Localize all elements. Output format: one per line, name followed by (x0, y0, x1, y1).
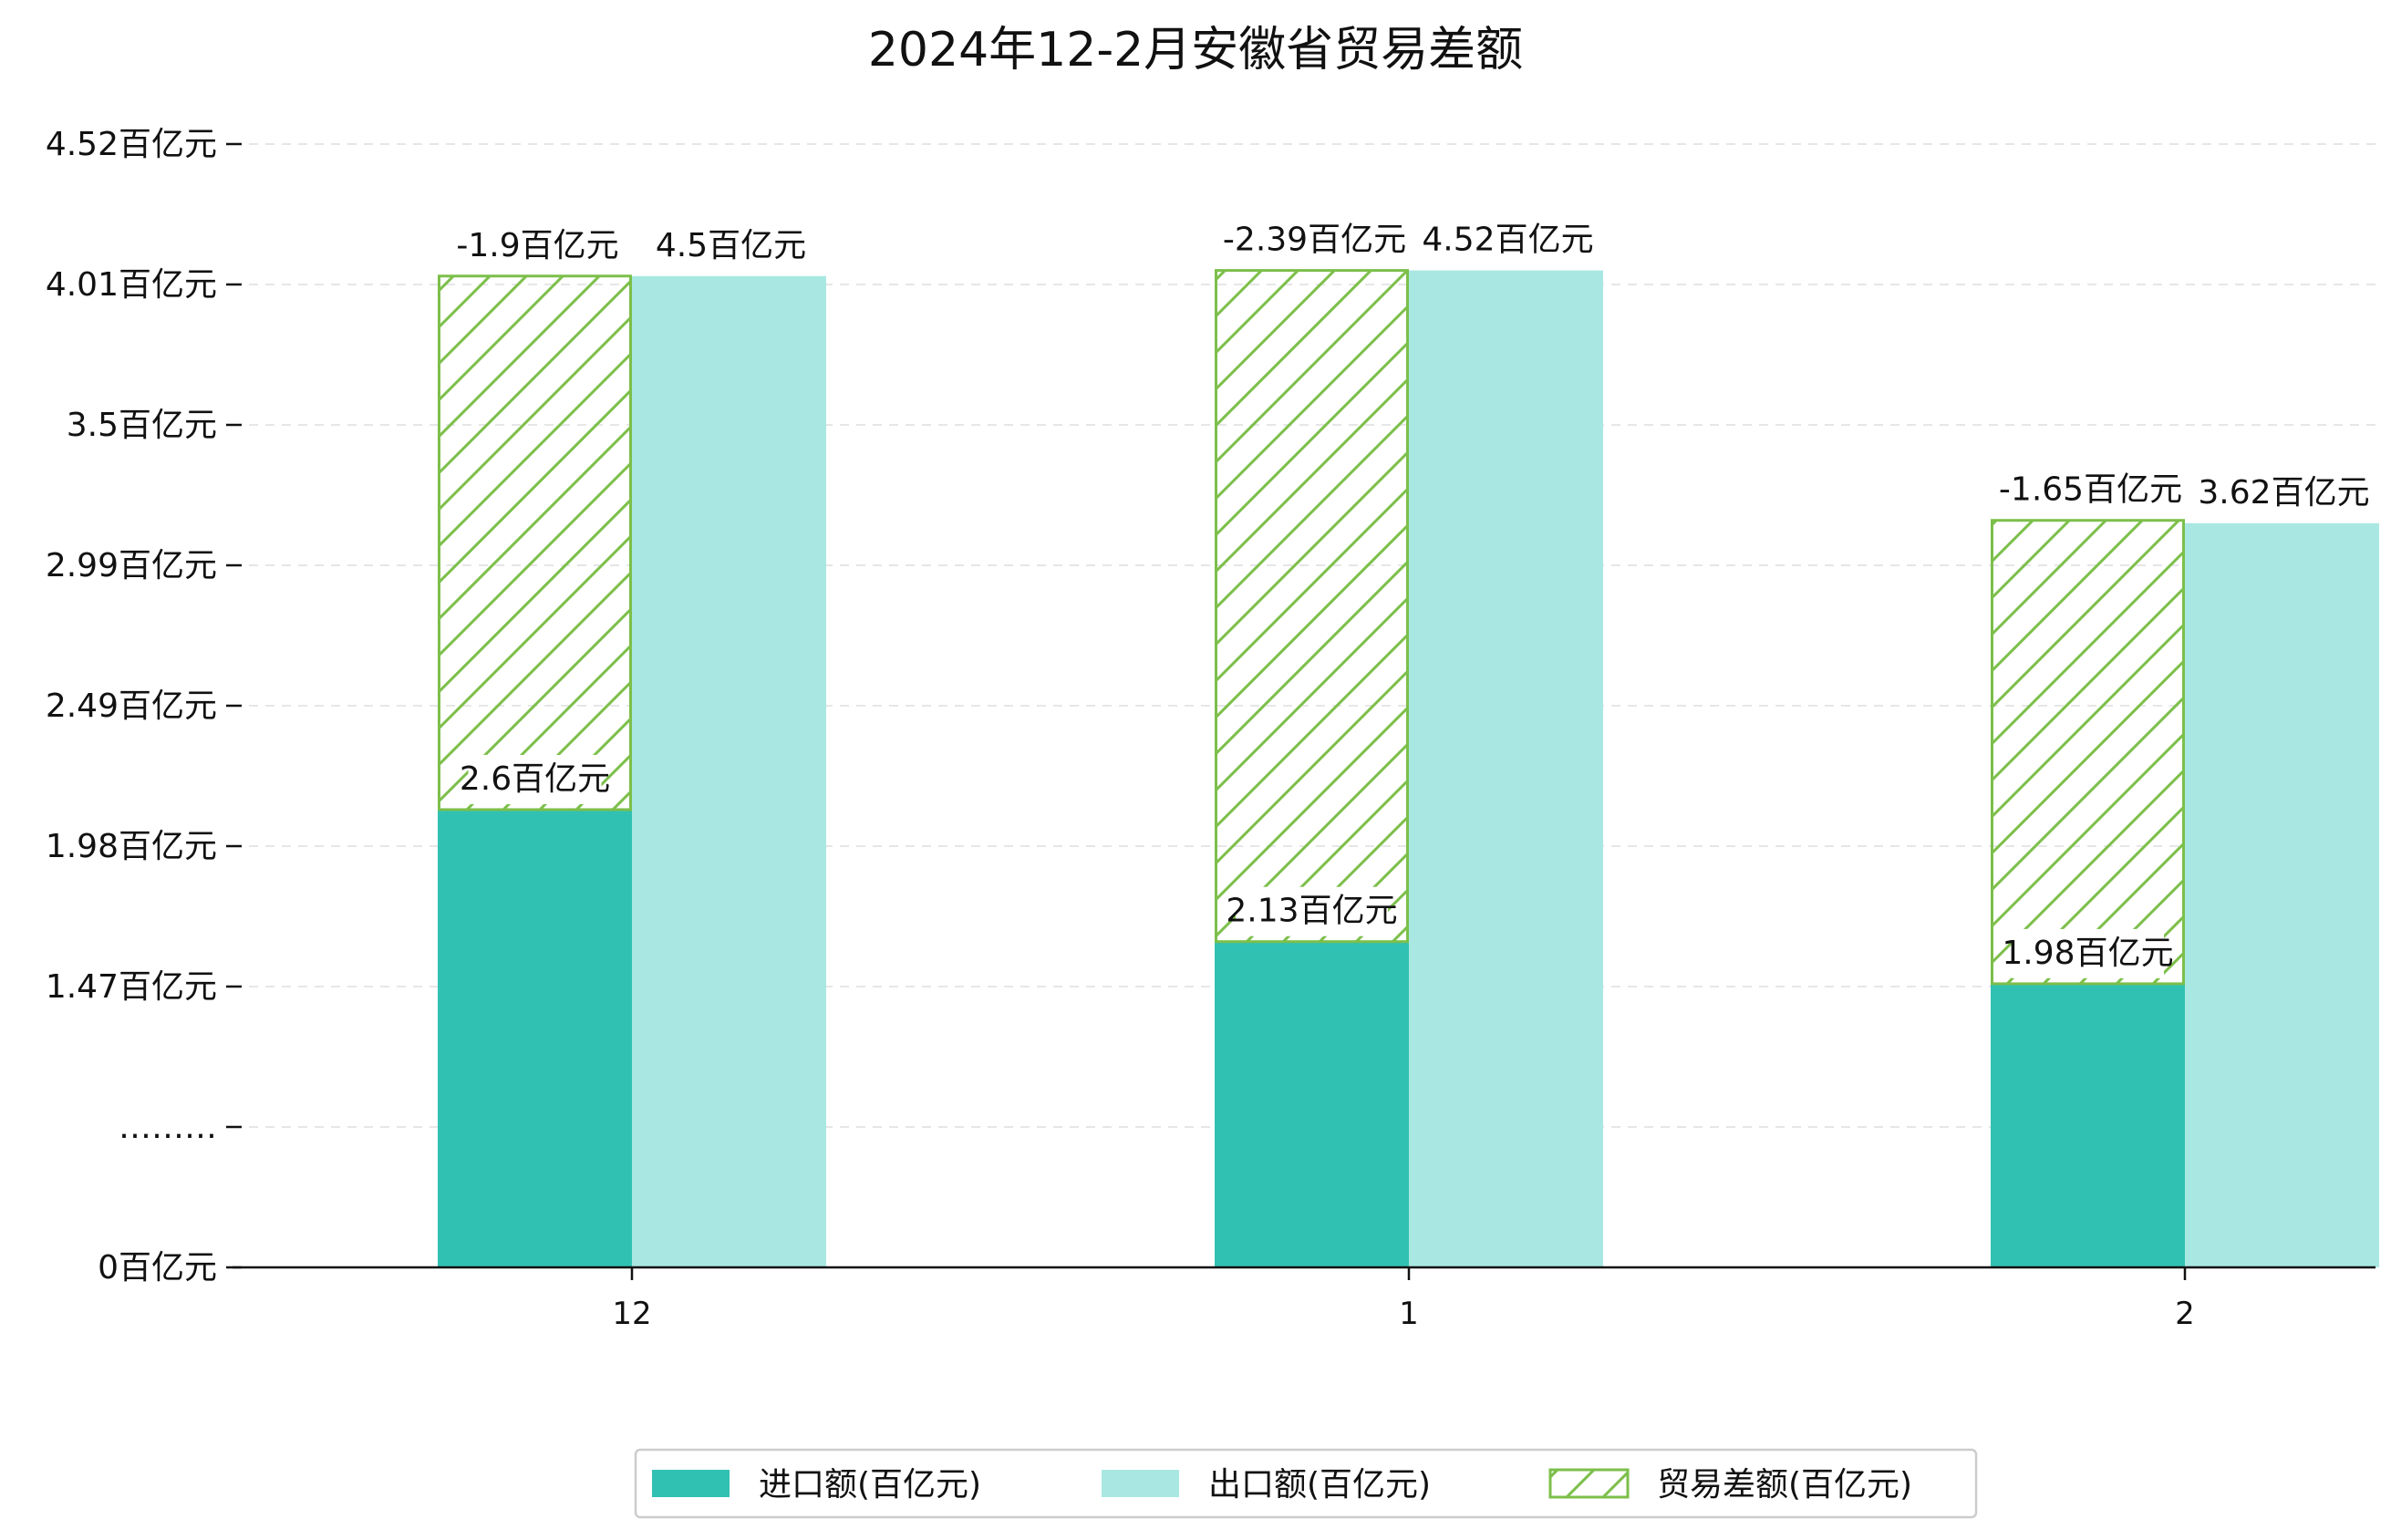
legend-swatch-export (1102, 1470, 1179, 1497)
export-value-label-bg (664, 221, 798, 271)
y-tick-label: 1.47百亿元 (46, 968, 217, 1006)
y-tick-label: ……… (119, 1109, 217, 1146)
export-bar (632, 275, 826, 1267)
import-bar (1991, 983, 2185, 1267)
balance-bar (1215, 269, 1409, 944)
bars-group (438, 269, 2379, 1268)
legend-swatch-balance (1548, 1468, 1630, 1499)
export-bar (1409, 270, 1603, 1268)
export-value-label-bg (1432, 215, 1584, 265)
y-tick-label: 0百亿元 (98, 1249, 217, 1287)
legend-frame (634, 1448, 1978, 1519)
import-bar (438, 809, 632, 1267)
balance-value-label-bg (1228, 215, 1401, 265)
x-axis: 12 1 2 (233, 1266, 2375, 1332)
balance-bar (438, 274, 632, 811)
legend-label: 进口额(百亿元) (759, 1466, 981, 1504)
import-value-label: 2.13百亿元 (1226, 893, 1397, 930)
x-tick-label: 12 (612, 1296, 651, 1332)
import-value-label: 2.6百亿元 (460, 760, 610, 798)
y-tick-label: 4.01百亿元 (46, 266, 217, 304)
legend-swatch-import (652, 1470, 730, 1497)
x-tick-label: 2 (2175, 1296, 2195, 1332)
balance-value-label-bg (2004, 465, 2177, 515)
legend-label: 贸易差额(百亿元) (1657, 1466, 1912, 1504)
export-bar (2185, 522, 2379, 1267)
import-value-label-bg (1236, 886, 1388, 936)
balance-value-label: -1.9百亿元 (456, 227, 618, 264)
import-value-label-bg (468, 754, 602, 804)
y-tick-label: 1.98百亿元 (46, 828, 217, 865)
legend-label: 出口额(百亿元) (1208, 1466, 1431, 1504)
export-value-label: 3.62百亿元 (2198, 474, 2369, 512)
y-tick-label: 2.99百亿元 (46, 547, 217, 584)
y-tick-label: 4.52百亿元 (46, 126, 217, 163)
import-bar (1215, 941, 1409, 1267)
legend: 进口额(百亿元) 出口额(百亿元) 贸易差额(百亿元) (634, 1448, 1978, 1519)
chart-title: 2024年12-2月安徽省贸易差额 (868, 23, 1523, 78)
balance-value-label-bg (461, 221, 614, 271)
export-value-label-bg (2208, 468, 2360, 518)
balance-value-label: -1.65百亿元 (1999, 471, 2182, 509)
balance-bar (1991, 519, 2185, 986)
import-value-label: 1.98百亿元 (2002, 935, 2173, 972)
export-value-label: 4.5百亿元 (656, 227, 806, 264)
y-axis: 0百亿元 ……… 1.47百亿元 1.98百亿元 2.49百亿元 2.99百亿元 3.5百亿… (46, 126, 242, 1287)
export-value-label: 4.52百亿元 (1422, 222, 1593, 259)
balance-value-label: -2.39百亿元 (1223, 222, 1406, 259)
y-tick-label: 2.49百亿元 (46, 687, 217, 725)
import-value-label-bg (2012, 928, 2164, 978)
x-tick-label: 1 (1399, 1296, 1419, 1332)
y-tick-label: 3.5百亿元 (67, 407, 217, 444)
data-labels: 2.6百亿元 4.5百亿元 -1.9百亿元 2.13百亿元 4.52百亿元 -2.39百亿… (456, 215, 2370, 978)
